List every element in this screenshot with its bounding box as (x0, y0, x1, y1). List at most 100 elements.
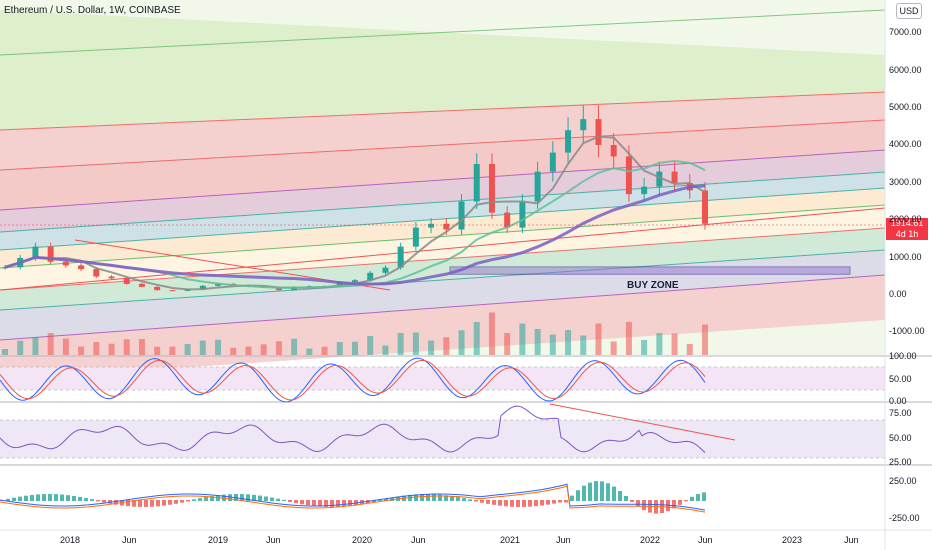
regression-band (0, 92, 885, 170)
macd-histogram-bar (228, 494, 232, 501)
macd-histogram-bar (324, 500, 328, 507)
candle-body (565, 130, 572, 153)
volume-bar (412, 332, 419, 355)
indicator-axis-tick: 250.00 (889, 476, 917, 486)
macd-histogram-bar (312, 500, 316, 506)
macd-histogram-bar (450, 496, 454, 501)
candle-body (671, 171, 678, 183)
regression-line (0, 9, 886, 56)
candle-body (428, 223, 435, 228)
regression-line (0, 249, 886, 311)
macd-histogram-bar (504, 500, 508, 507)
time-axis-tick: Jun (556, 535, 571, 545)
volume-bar (610, 341, 617, 355)
time-axis-tick: 2023 (782, 535, 803, 545)
macd-histogram-bar (672, 500, 676, 509)
currency-badge[interactable]: USD (896, 3, 922, 19)
candle-body (534, 171, 541, 202)
candle-body (473, 164, 480, 202)
macd-histogram-bar (156, 500, 160, 507)
volume-bar (488, 312, 495, 355)
macd-histogram-bar (534, 500, 538, 507)
candle-body (275, 287, 282, 291)
macd-histogram-bar (12, 497, 16, 501)
time-axis-tick: 2018 (60, 535, 81, 545)
macd-histogram-bar (378, 499, 382, 501)
volume-bar (275, 341, 282, 355)
macd-histogram-bar (426, 494, 430, 501)
macd-histogram-bar (492, 500, 496, 505)
volume-bar (656, 333, 663, 355)
stoch-rsi-pane-band (0, 367, 885, 390)
macd-histogram-bar (258, 495, 262, 501)
macd-histogram-bar (60, 494, 64, 501)
macd-histogram-bar (486, 500, 490, 504)
time-axis-tick: 2022 (640, 535, 661, 545)
regression-line (0, 119, 886, 171)
candle-body (549, 152, 556, 172)
time-axis-tick: Jun (266, 535, 281, 545)
macd-histogram-bar (300, 500, 304, 505)
macd-histogram-bar (540, 500, 544, 506)
indicator-axis-tick: 75.00 (889, 408, 912, 418)
macd-histogram-bar (306, 500, 310, 506)
macd-histogram-bar (582, 485, 586, 501)
regression-line (0, 149, 886, 211)
macd-histogram-bar (330, 500, 334, 507)
candle-body (169, 290, 176, 292)
macd-histogram-bar (42, 494, 46, 501)
volume-bar (199, 340, 206, 355)
macd-histogram-bar (456, 497, 460, 501)
price-axis-tick: 3000.00 (889, 177, 922, 187)
macd-histogram-bar (618, 490, 622, 501)
macd-histogram-bar (48, 494, 52, 501)
candle-body (656, 171, 663, 187)
volume-bar (2, 349, 8, 355)
volume-bar (702, 324, 708, 355)
candle-body (215, 283, 222, 286)
macd-histogram-bar (132, 500, 136, 507)
regression-line (0, 227, 886, 291)
price-axis-tick: 2000.00 (889, 214, 922, 224)
volume-bar (138, 339, 145, 355)
macd-histogram-bar (246, 494, 250, 501)
macd-histogram-bar (498, 500, 502, 506)
macd-histogram-bar (564, 500, 568, 503)
volume-bar (458, 330, 465, 355)
macd-histogram-bar (126, 500, 130, 507)
regression-band (0, 188, 885, 268)
regression-band (0, 150, 885, 232)
macd-histogram-bar (432, 494, 436, 501)
volume-bar (382, 345, 389, 355)
macd-histogram-bar (216, 495, 220, 501)
macd-histogram-bar (144, 500, 148, 507)
volume-bar (32, 337, 39, 355)
regression-band (0, 172, 885, 250)
volume-bar (473, 322, 480, 355)
stoch-d-line (0, 359, 706, 401)
macd-histogram-bar (576, 490, 580, 501)
macd-histogram-bar (84, 497, 88, 501)
macd-histogram-bar (264, 496, 268, 501)
macd-histogram-bar (384, 498, 388, 501)
regression-band (0, 205, 885, 290)
macd-histogram-bar (174, 500, 178, 504)
volume-bar (336, 342, 343, 355)
macd-histogram-bar (342, 500, 346, 507)
macd-histogram-bar (168, 500, 172, 505)
indicator-axis-tick: 25.00 (889, 457, 912, 467)
candle-body (641, 186, 648, 195)
volume-bar (367, 336, 374, 355)
macd-histogram-bar (162, 500, 166, 506)
macd-histogram-bar (570, 495, 574, 501)
macd-histogram-bar (474, 500, 478, 502)
macd-histogram-bar (24, 495, 28, 501)
candle-body (610, 145, 617, 157)
volume-bar (306, 348, 313, 355)
macd-histogram-bar (462, 498, 466, 501)
rsi-trendline (549, 403, 736, 441)
candle-body (47, 246, 54, 262)
macd-histogram-bar (6, 498, 10, 501)
regression-line (0, 274, 886, 341)
